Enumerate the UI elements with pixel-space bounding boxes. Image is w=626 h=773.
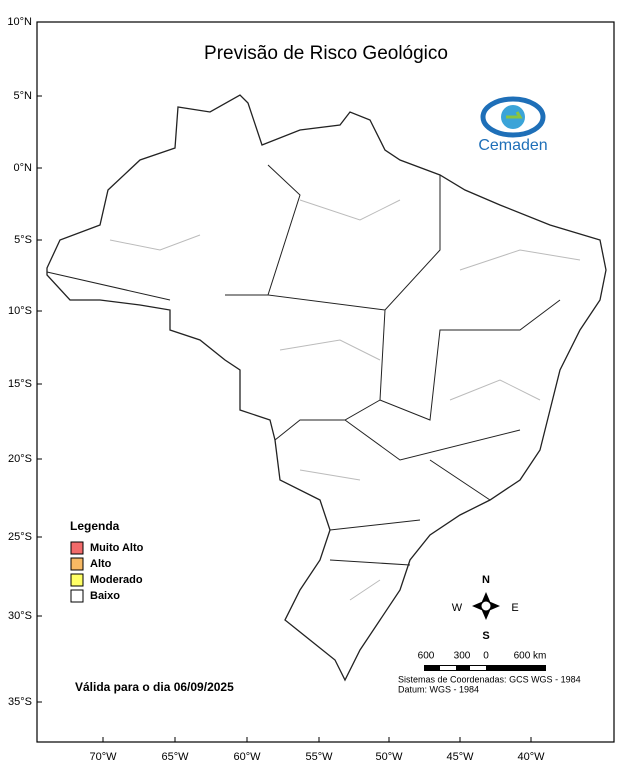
lon-label: 70°W [89, 751, 117, 763]
validity: Válida para o dia 06/09/2025 [75, 680, 234, 694]
compass-w: W [452, 602, 463, 614]
legend: Muito Alto Alto Moderado Baixo [70, 541, 144, 603]
logo-eye [480, 96, 546, 138]
compass-e: E [511, 602, 518, 614]
compass-s: S [482, 630, 489, 642]
state-borders [46, 164, 561, 566]
lon-axis: 70°W 65°W 60°W 55°W 50°W 45°W 40°W [89, 737, 545, 763]
legend-swatch [70, 541, 84, 555]
lat-label: 15°S [8, 378, 32, 390]
scale-bar-seg [440, 666, 456, 670]
legend-title: Legenda [70, 519, 120, 533]
logo-text: Cemaden [478, 137, 547, 154]
scale-bar: 600 300 0 600 km [418, 651, 547, 671]
logo-mark [506, 111, 523, 119]
legend-swatch [70, 573, 84, 587]
legend-label: Moderado [90, 574, 143, 586]
legend-label: Muito Alto [90, 542, 144, 554]
datum: Datum: WGS - 1984 [398, 684, 479, 694]
compass-center [480, 600, 492, 612]
coordinate-system: Sistemas de Coordenadas: GCS WGS - 1984 [398, 674, 581, 684]
scale-bar-seg [470, 666, 486, 670]
country-outline [46, 94, 607, 682]
scale-label: 0 [483, 651, 489, 662]
lon-label: 55°W [305, 751, 333, 763]
brazil [46, 94, 607, 682]
lat-label: 10°N [7, 16, 32, 28]
lon-label: 40°W [517, 751, 545, 763]
compass-n: N [482, 574, 490, 586]
scale-label: 600 km [514, 651, 547, 662]
lat-label: 30°S [8, 610, 32, 622]
lat-label: 35°S [8, 696, 32, 708]
map-title: Previsão de Risco Geológico [204, 43, 448, 64]
lat-label: 20°S [8, 453, 32, 465]
logo: Cemaden [478, 96, 548, 154]
lon-label: 50°W [375, 751, 403, 763]
lon-label: 45°W [446, 751, 474, 763]
lat-axis: 10°N 5°N 0°N 5°S 10°S 15°S 20°S 25°S 30°S 35°S [7, 16, 42, 708]
legend-label: Baixo [90, 590, 120, 602]
municipal-borders [109, 199, 581, 601]
compass: N S E W [452, 574, 519, 642]
scale-label: 600 [418, 651, 435, 662]
lat-label: 5°S [14, 234, 32, 246]
legend-swatch [70, 589, 84, 603]
lon-label: 60°W [233, 751, 261, 763]
legend-label: Alto [90, 558, 112, 570]
lon-label: 65°W [161, 751, 189, 763]
lat-label: 10°S [8, 305, 32, 317]
lat-label: 25°S [8, 531, 32, 543]
lat-label: 0°N [14, 162, 33, 174]
scale-label: 300 [454, 651, 471, 662]
lat-label: 5°N [14, 90, 33, 102]
legend-swatch [70, 557, 84, 571]
